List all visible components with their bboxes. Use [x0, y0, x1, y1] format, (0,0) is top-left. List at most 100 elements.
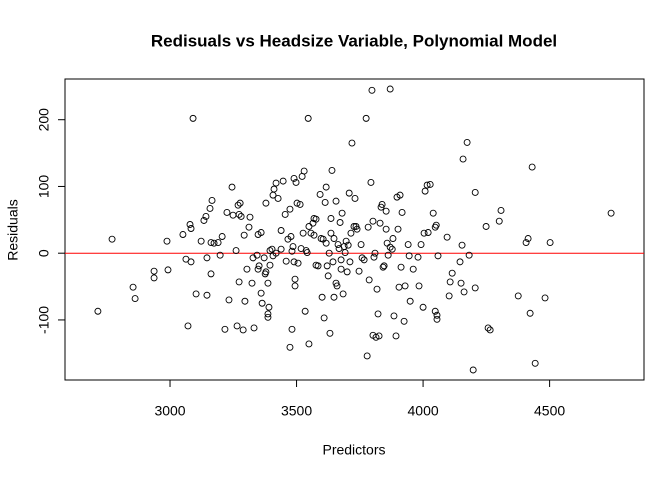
point [415, 282, 423, 290]
point [260, 254, 268, 262]
point [223, 209, 231, 216]
point [290, 174, 298, 182]
point [497, 207, 505, 214]
point [360, 256, 368, 264]
point [363, 352, 371, 360]
point [374, 310, 382, 318]
point [375, 332, 383, 340]
point [286, 343, 294, 351]
point [272, 249, 280, 257]
point [328, 166, 336, 174]
point [239, 326, 247, 334]
point [482, 223, 490, 230]
point [291, 282, 299, 290]
point [373, 285, 381, 293]
point [433, 315, 441, 323]
point [524, 235, 532, 242]
point [443, 233, 451, 241]
point [463, 138, 471, 146]
point [299, 229, 307, 237]
x-tick-label: 3000 [154, 403, 185, 419]
point [514, 292, 522, 300]
point [310, 231, 318, 239]
point [322, 183, 330, 191]
point [392, 332, 400, 340]
point [526, 309, 534, 317]
point [262, 199, 270, 207]
point [433, 311, 441, 319]
point [394, 225, 402, 233]
point [346, 258, 354, 266]
point [345, 189, 353, 197]
point [336, 219, 344, 226]
point [245, 223, 253, 231]
point [330, 293, 338, 301]
point [323, 262, 331, 270]
point [469, 366, 477, 374]
point [253, 251, 261, 259]
point [330, 235, 338, 242]
point [301, 307, 309, 315]
point [264, 279, 272, 287]
point [264, 310, 272, 318]
point [358, 254, 366, 262]
point [150, 267, 158, 275]
point [456, 258, 464, 266]
point [187, 258, 195, 266]
point [234, 201, 242, 209]
point [203, 291, 211, 299]
point [218, 233, 226, 240]
point [210, 239, 218, 247]
point [337, 256, 345, 264]
point [364, 223, 372, 231]
x-tick-label: 3500 [281, 403, 312, 419]
x-axis-label: Predictors [322, 442, 385, 458]
point [192, 290, 200, 298]
point [266, 261, 274, 269]
point [531, 359, 539, 367]
point [294, 259, 302, 267]
point [486, 326, 494, 334]
point [446, 278, 454, 286]
point [214, 239, 222, 246]
point [380, 262, 388, 270]
x-tick-label: 4000 [408, 403, 439, 419]
point [216, 251, 224, 259]
point [353, 225, 361, 233]
point [189, 114, 197, 122]
point [236, 199, 244, 207]
point [457, 279, 465, 287]
point [282, 257, 290, 265]
point [286, 205, 294, 213]
point [237, 213, 245, 220]
point [339, 290, 347, 298]
y-tick-label: 0 [36, 249, 52, 257]
y-tick-label: -100 [36, 306, 52, 334]
point [316, 191, 324, 198]
point [187, 225, 195, 232]
point [131, 295, 139, 303]
point [250, 324, 258, 332]
point [434, 252, 442, 260]
point [334, 241, 342, 248]
point [389, 235, 397, 242]
point [246, 213, 254, 221]
y-tick-label: 100 [36, 175, 52, 199]
point [281, 211, 289, 218]
point [243, 265, 251, 273]
point [386, 243, 394, 251]
point [388, 245, 396, 253]
point [367, 178, 375, 186]
point [293, 199, 301, 207]
point [395, 283, 403, 291]
point [277, 227, 285, 234]
point [460, 288, 468, 296]
point [357, 241, 365, 248]
point [287, 233, 295, 240]
point [208, 197, 216, 204]
point [206, 205, 214, 212]
point [300, 167, 308, 175]
point [207, 239, 215, 246]
point [546, 239, 554, 246]
point [378, 201, 386, 208]
